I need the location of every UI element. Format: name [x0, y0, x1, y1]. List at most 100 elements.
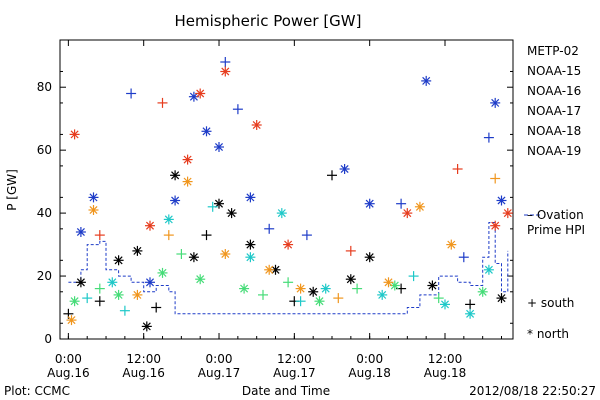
x-axis: 0:00Aug.1612:00Aug.160:00Aug.1712:00Aug.…: [47, 40, 502, 380]
ovation-line-group: [68, 222, 509, 315]
data-point: [94, 230, 105, 241]
y-tick-label: 40: [37, 206, 52, 220]
hemisphere-key: + south * north: [527, 296, 574, 341]
data-point: [157, 267, 168, 278]
data-point: [465, 299, 476, 310]
data-point: [88, 205, 99, 215]
data-point: [157, 97, 168, 108]
data-point: [163, 230, 174, 241]
data-point: [201, 230, 212, 241]
data-point: [414, 201, 425, 212]
data-point: [245, 252, 256, 263]
x-tick-label: 12:00: [126, 352, 161, 366]
data-point: [69, 296, 80, 307]
chart-title: Hemispheric Power [GW]: [175, 12, 362, 30]
data-point: [264, 264, 275, 275]
data-point: [132, 289, 143, 300]
data-point: [389, 280, 400, 291]
data-point: [276, 208, 287, 219]
data-point: [176, 249, 187, 259]
y-tick-label: 80: [37, 80, 52, 94]
ovation-legend-label-line1: – Ovation: [527, 208, 584, 222]
data-point: [490, 97, 501, 108]
data-point: [402, 208, 413, 219]
data-point: [226, 208, 237, 219]
data-point: [295, 296, 306, 307]
data-point: [251, 120, 262, 130]
data-point: [75, 277, 86, 288]
data-points: [63, 57, 513, 332]
plot-credit: Plot: CCMC: [4, 384, 70, 398]
x-tick-sublabel: Aug.17: [198, 366, 241, 380]
data-point: [145, 220, 155, 231]
data-point: [195, 274, 206, 285]
legend-entry: NOAA-16: [527, 84, 581, 98]
data-point: [232, 104, 243, 115]
data-point: [145, 277, 155, 288]
y-tick-label: 60: [37, 143, 52, 157]
data-point: [264, 223, 275, 234]
data-point: [452, 164, 463, 174]
data-point: [427, 280, 438, 291]
data-point: [113, 255, 124, 266]
legend-entry: NOAA-17: [527, 104, 581, 118]
data-point: [188, 252, 199, 263]
data-point: [207, 201, 218, 212]
data-point: [220, 66, 231, 77]
legend-entry: NOAA-19: [527, 144, 581, 158]
data-point: [320, 283, 331, 294]
data-point: [496, 195, 507, 206]
ovation-line: [68, 222, 509, 315]
data-point: [490, 220, 501, 231]
data-point: [220, 249, 231, 259]
data-point: [421, 75, 432, 86]
data-point: [163, 214, 174, 225]
data-point: [283, 277, 294, 288]
data-point: [195, 88, 206, 99]
x-tick-label: 0:00: [356, 352, 383, 366]
data-point: [239, 283, 250, 294]
y-tick-label: 0: [44, 332, 52, 346]
data-point: [170, 170, 181, 181]
data-point: [94, 283, 105, 294]
data-point: [458, 252, 469, 263]
data-point: [201, 126, 212, 137]
data-point: [352, 283, 363, 294]
data-point: [339, 164, 350, 174]
x-tick-sublabel: Aug.18: [348, 366, 391, 380]
data-point: [66, 315, 77, 326]
data-point: [301, 230, 312, 241]
data-point: [483, 264, 494, 275]
data-point: [345, 245, 356, 256]
data-point: [88, 192, 99, 203]
data-point: [214, 198, 224, 209]
plot-timestamp: 2012/08/18 22:50:27: [469, 384, 596, 398]
data-point: [82, 293, 93, 304]
data-point: [327, 170, 337, 181]
data-point: [214, 142, 224, 152]
data-point: [94, 296, 105, 307]
x-tick-sublabel: Aug.16: [47, 366, 90, 380]
data-point: [490, 173, 501, 184]
x-tick-sublabel: Aug.16: [122, 366, 165, 380]
x-tick-sublabel: Aug.18: [424, 366, 467, 380]
data-point: [502, 208, 513, 219]
data-point: [245, 239, 256, 250]
x-tick-label: 12:00: [428, 352, 463, 366]
data-point: [396, 198, 407, 209]
x-tick-sublabel: Aug.17: [273, 366, 316, 380]
data-point: [182, 154, 193, 165]
data-point: [345, 274, 356, 285]
data-point: [126, 88, 137, 99]
plot-frame: [59, 39, 514, 340]
data-point: [333, 293, 344, 304]
data-point: [69, 129, 80, 140]
hemisphere-key-entry: + south: [527, 296, 574, 310]
data-point: [75, 227, 86, 237]
legend: METP-02 NOAA-15 NOAA-16 NOAA-17 NOAA-18 NOAA-…: [527, 44, 581, 158]
legend-entry: METP-02: [527, 44, 579, 58]
data-point: [433, 293, 444, 304]
ovation-legend: – Ovation Prime HPI: [524, 208, 585, 237]
data-point: [119, 305, 130, 316]
data-point: [107, 277, 118, 288]
